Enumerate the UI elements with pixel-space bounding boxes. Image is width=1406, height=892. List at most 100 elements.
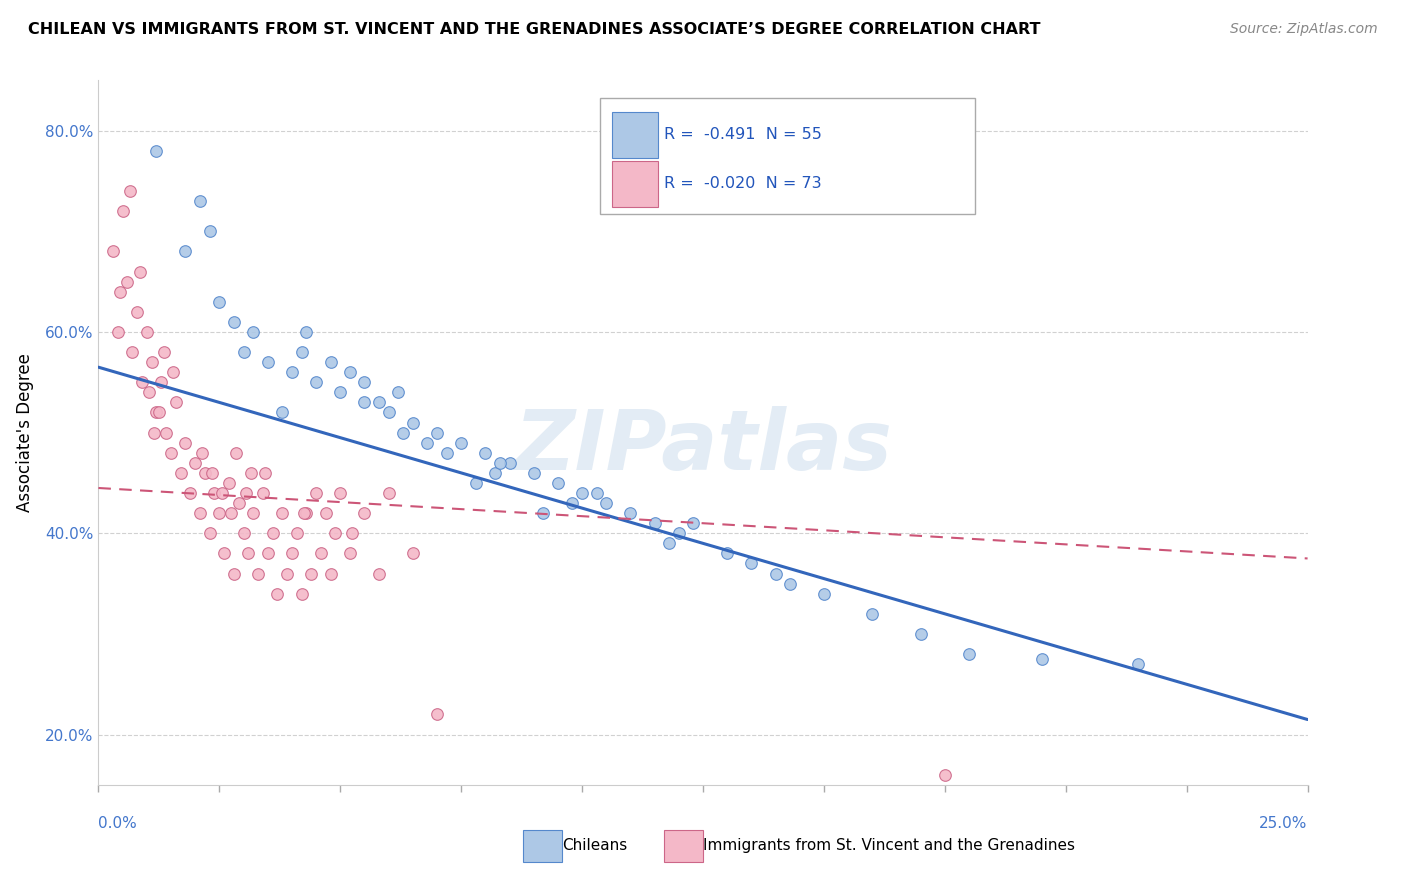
Point	[254, 466, 277, 480]
Point	[184, 456, 207, 470]
Point	[121, 345, 143, 359]
Point	[682, 516, 704, 531]
Point	[353, 395, 375, 409]
Point	[222, 315, 245, 329]
Point	[474, 446, 496, 460]
Point	[188, 506, 211, 520]
Point	[108, 285, 131, 299]
Point	[319, 355, 342, 369]
Text: Source: ZipAtlas.com: Source: ZipAtlas.com	[1230, 22, 1378, 37]
Point	[162, 365, 184, 379]
Point	[212, 546, 235, 560]
Point	[292, 506, 315, 520]
Point	[281, 365, 304, 379]
Point	[111, 204, 134, 219]
Point	[342, 526, 364, 541]
Point	[668, 526, 690, 541]
Point	[860, 607, 883, 621]
Point	[957, 647, 980, 661]
Text: Chileans: Chileans	[562, 838, 627, 853]
Text: R =  -0.020  N = 73: R = -0.020 N = 73	[664, 177, 823, 192]
Point	[107, 325, 129, 339]
Point	[150, 376, 173, 390]
Point	[174, 435, 197, 450]
Point	[426, 425, 449, 440]
Point	[211, 486, 233, 500]
Point	[235, 486, 257, 500]
Point	[299, 566, 322, 581]
Point	[619, 506, 641, 520]
Point	[160, 446, 183, 460]
Point	[256, 355, 278, 369]
Point	[716, 546, 738, 560]
Point	[143, 425, 166, 440]
Point	[169, 466, 191, 480]
Point	[148, 405, 170, 419]
Point	[561, 496, 583, 510]
Point	[262, 526, 284, 541]
Point	[145, 405, 167, 419]
Point	[232, 526, 254, 541]
Point	[765, 566, 787, 581]
Point	[256, 546, 278, 560]
Point	[225, 446, 247, 460]
Point	[271, 506, 294, 520]
Point	[247, 566, 270, 581]
Point	[392, 425, 415, 440]
Point	[141, 355, 163, 369]
Point	[353, 376, 375, 390]
Point	[813, 587, 835, 601]
Point	[266, 587, 288, 601]
Point	[239, 466, 262, 480]
Point	[152, 345, 174, 359]
Point	[218, 475, 240, 490]
Point	[585, 486, 607, 500]
Point	[484, 466, 506, 480]
Point	[489, 456, 512, 470]
Point	[201, 466, 224, 480]
Point	[377, 486, 399, 500]
Point	[191, 446, 214, 460]
Point	[208, 506, 231, 520]
Point	[339, 546, 361, 560]
Point	[165, 395, 187, 409]
Point	[368, 566, 391, 581]
Point	[329, 486, 352, 500]
Point	[101, 244, 124, 259]
Point	[353, 506, 375, 520]
Text: CHILEAN VS IMMIGRANTS FROM ST. VINCENT AND THE GRENADINES ASSOCIATE’S DEGREE COR: CHILEAN VS IMMIGRANTS FROM ST. VINCENT A…	[28, 22, 1040, 37]
Point	[740, 557, 762, 571]
Point	[329, 385, 352, 400]
Point	[222, 566, 245, 581]
Point	[128, 264, 150, 278]
Point	[934, 768, 956, 782]
Point	[1031, 652, 1053, 666]
Text: Immigrants from St. Vincent and the Grenadines: Immigrants from St. Vincent and the Gren…	[703, 838, 1076, 853]
Point	[221, 506, 243, 520]
Point	[416, 435, 439, 450]
Point	[368, 395, 391, 409]
Point	[290, 345, 312, 359]
Point	[118, 184, 141, 198]
Point	[547, 475, 569, 490]
Point	[232, 345, 254, 359]
Point	[498, 456, 520, 470]
Point	[174, 244, 197, 259]
Point	[779, 576, 801, 591]
Point	[315, 506, 337, 520]
Point	[198, 224, 221, 238]
Point	[135, 325, 157, 339]
Point	[155, 425, 177, 440]
Point	[1128, 657, 1150, 672]
FancyBboxPatch shape	[600, 98, 976, 214]
Point	[305, 486, 328, 500]
Point	[188, 194, 211, 208]
Point	[295, 506, 318, 520]
Point	[450, 435, 472, 450]
Point	[208, 294, 231, 309]
Point	[127, 305, 149, 319]
Point	[571, 486, 593, 500]
Text: R =  -0.491  N = 55: R = -0.491 N = 55	[664, 127, 823, 142]
Point	[436, 446, 458, 460]
Point	[194, 466, 217, 480]
